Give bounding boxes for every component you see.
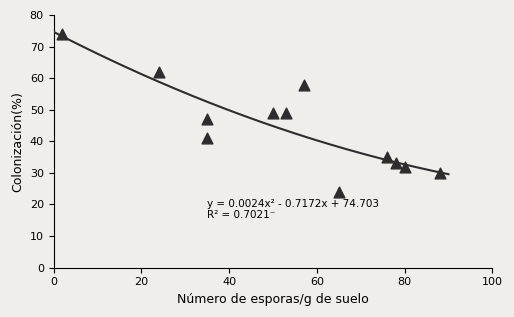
Point [392, 161, 400, 166]
Point [400, 164, 409, 169]
Point [282, 110, 290, 115]
Point [335, 189, 343, 194]
Text: y = 0.0024x² - 0.7172x + 74.703
R² = 0.7021⁻: y = 0.0024x² - 0.7172x + 74.703 R² = 0.7… [207, 199, 379, 220]
Point [269, 110, 277, 115]
X-axis label: Número de esporas/g de suelo: Número de esporas/g de suelo [177, 293, 369, 306]
Point [435, 171, 444, 176]
Point [300, 82, 308, 87]
Point [58, 31, 66, 36]
Point [383, 155, 391, 160]
Point [203, 117, 211, 122]
Y-axis label: Colonización(%): Colonización(%) [11, 91, 24, 192]
Point [155, 69, 163, 74]
Point [203, 136, 211, 141]
